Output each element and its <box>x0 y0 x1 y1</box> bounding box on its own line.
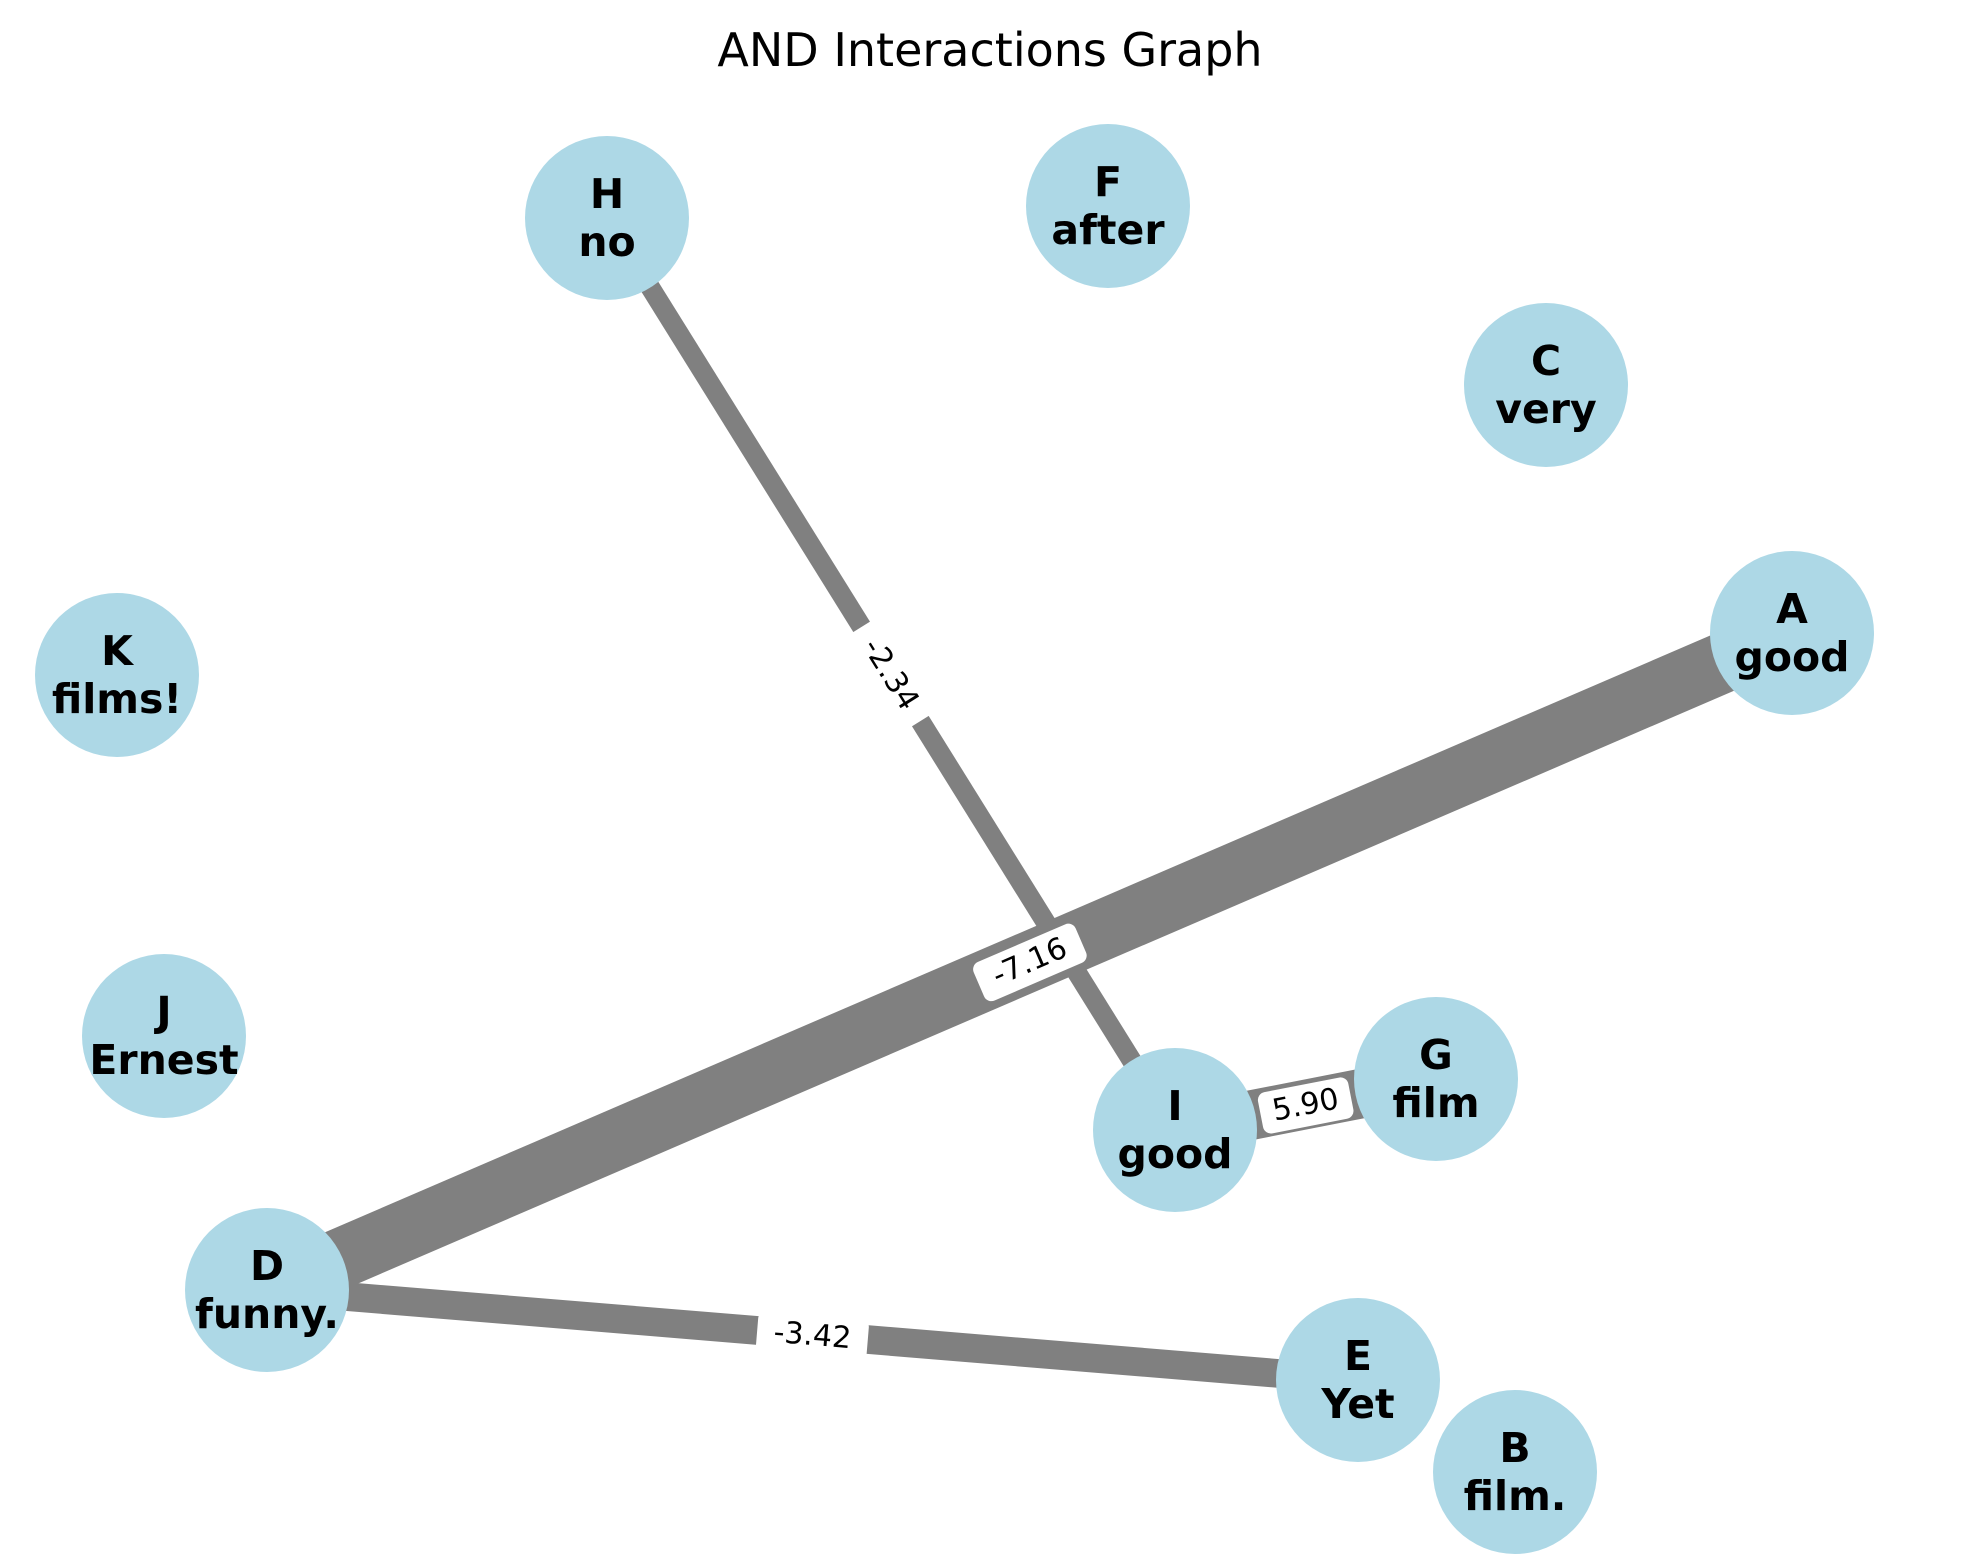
node-H: Hno <box>525 136 689 300</box>
node-word-label: no <box>578 218 635 266</box>
node-circle <box>1026 124 1190 288</box>
edge-label-box <box>1257 1077 1354 1134</box>
node-word-label: good <box>1117 1130 1232 1178</box>
node-id-label: E <box>1344 1332 1372 1380</box>
node-circle <box>1433 1390 1597 1554</box>
node-word-label: films! <box>52 675 182 723</box>
edge-labels-layer: -7.16-3.42-2.345.90 <box>756 619 1354 1361</box>
node-id-label: D <box>250 1242 284 1290</box>
edge-label-box <box>846 619 935 730</box>
node-circle <box>1276 1298 1440 1462</box>
node-word-label: good <box>1734 633 1849 681</box>
node-circle <box>1354 997 1518 1161</box>
node-circle <box>82 954 246 1118</box>
node-circle <box>1464 303 1628 467</box>
node-id-label: C <box>1531 337 1561 385</box>
node-word-label: film <box>1392 1079 1479 1127</box>
edge-label-I-G: 5.90 <box>1257 1077 1354 1134</box>
node-id-label: G <box>1419 1031 1453 1079</box>
graph-title: AND Interactions Graph <box>717 23 1262 77</box>
edge-label-box <box>756 1311 869 1361</box>
node-word-label: Yet <box>1320 1380 1394 1428</box>
node-word-label: very <box>1495 385 1596 433</box>
node-id-label: A <box>1776 585 1808 633</box>
node-word-label: film. <box>1464 1472 1567 1520</box>
node-id-label: K <box>101 627 135 675</box>
edge-label-box <box>973 923 1087 1002</box>
edge-label-H-I: -2.34 <box>846 619 935 730</box>
node-id-label: B <box>1499 1424 1530 1472</box>
node-id-label: H <box>590 170 624 218</box>
node-circle <box>1093 1048 1257 1212</box>
node-word-label: funny. <box>195 1290 339 1338</box>
node-circle <box>525 136 689 300</box>
node-word-label: after <box>1051 206 1165 254</box>
node-circle <box>35 593 199 757</box>
edge-label-D-E: -3.42 <box>756 1311 869 1361</box>
node-circle <box>1710 551 1874 715</box>
node-word-label: Ernest <box>89 1036 238 1084</box>
node-circle <box>185 1208 349 1372</box>
node-id-label: J <box>153 988 171 1036</box>
node-id-label: I <box>1167 1082 1182 1130</box>
edge-weight-label: -3.42 <box>772 1315 852 1356</box>
node-id-label: F <box>1094 158 1122 206</box>
